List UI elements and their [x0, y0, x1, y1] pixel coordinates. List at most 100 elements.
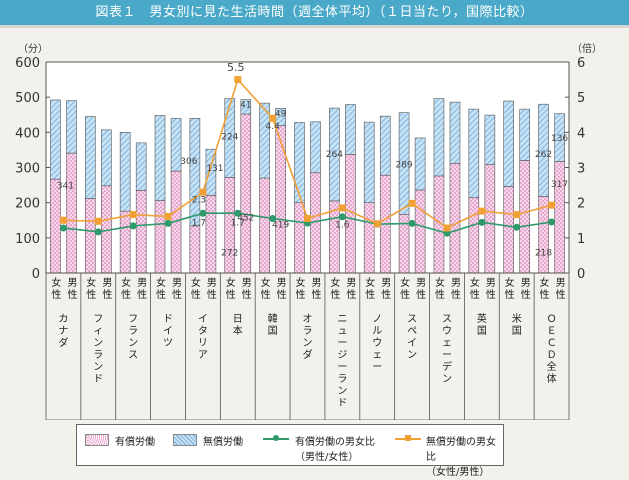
right-tick-label: 4 [577, 126, 585, 141]
category-label: ン [337, 386, 347, 397]
category-label: 国 [268, 325, 278, 337]
legend-sublabel-unpaid-ratio: （女性/男性） [426, 467, 490, 478]
legend: 有償労働 無償労働 有償労働の男女比 （男性/女性） 無償労働の男女比 （女性/… [76, 424, 504, 478]
sex-label-male: 男 [172, 277, 182, 289]
category-label: ィ [93, 326, 103, 337]
bar-unpaid-female [154, 115, 166, 201]
sex-label-female: 女 [435, 276, 445, 289]
sex-label-male: 性 [207, 288, 217, 301]
paid-ratio-point [548, 218, 556, 226]
left-tick-label: 0 [32, 267, 40, 282]
sex-label-male: 性 [486, 288, 496, 301]
sex-label-male: 性 [102, 288, 112, 301]
category-label: ド [93, 374, 103, 385]
unpaid-ratio-point [338, 204, 346, 212]
bar-unpaid-female [503, 100, 514, 187]
sex-label-female: 女 [261, 276, 271, 289]
sex-label-female: 性 [330, 288, 340, 301]
data-label: 264 [326, 150, 343, 160]
unpaid-ratio-point [408, 199, 416, 207]
bar-paid-female [503, 186, 514, 274]
bar-unpaid-male [135, 142, 147, 191]
bar-unpaid-male [66, 100, 77, 154]
left-tick-label: 100 [15, 232, 40, 247]
sex-label-female: 女 [470, 276, 480, 289]
category-label: フ [128, 314, 138, 325]
right-axis-unit: （倍） [572, 42, 602, 55]
paid-ratio-point [269, 214, 277, 222]
category-label: ュ [337, 326, 347, 337]
data-label: 2.3 [192, 196, 206, 206]
green-line-marker-icon [263, 433, 289, 443]
category-label: タ [198, 325, 208, 337]
bar-paid-female [154, 200, 166, 274]
data-label: 131 [206, 164, 223, 174]
sex-label-male: 男 [486, 277, 496, 289]
sex-label-male: 男 [102, 277, 112, 289]
sex-label-female: 女 [365, 276, 375, 289]
sex-label-female: 性 [470, 288, 480, 301]
left-tick-label: 500 [15, 91, 40, 106]
sex-label-female: 女 [226, 276, 236, 289]
sex-label-male: 性 [381, 288, 391, 301]
legend-label-unpaid-ratio: 無償労働の男女比 [426, 437, 497, 463]
bar-unpaid-female [294, 122, 305, 203]
category-label: オ [303, 313, 313, 325]
data-label: 49 [275, 110, 287, 120]
category-label: ラ [337, 373, 347, 385]
bar-unpaid-male [170, 117, 182, 172]
bar-paid-female [363, 202, 375, 274]
unpaid-ratio-point [234, 76, 242, 84]
category-label: ス [128, 350, 138, 361]
category-label: ダ [303, 348, 313, 361]
orange-line-marker-icon [395, 433, 421, 443]
data-label: 224 [221, 132, 238, 142]
paid-swatch [85, 434, 109, 446]
category-label: 国 [477, 325, 487, 337]
category-label: ス [442, 314, 452, 325]
bar-unpaid-female [363, 121, 375, 203]
bar-unpaid-female [50, 99, 61, 180]
unpaid-ratio-point [513, 211, 521, 219]
data-label: 136 [551, 134, 568, 144]
plot-background [46, 62, 569, 273]
bar-paid-male [240, 113, 252, 274]
sex-label-female: 性 [435, 288, 445, 301]
sex-label-female: 女 [51, 276, 61, 289]
sex-label-male: 男 [242, 277, 252, 289]
bar-unpaid-male [101, 129, 112, 187]
sex-label-female: 女 [121, 276, 131, 289]
category-label: ー [372, 362, 382, 373]
legend-item-unpaid-ratio: 無償労働の男女比 （女性/男性） [395, 433, 503, 478]
sex-label-female: 性 [505, 288, 515, 301]
category-label: イ [163, 326, 173, 337]
category-label: ン [303, 338, 313, 349]
legend-label-unpaid: 無償労働 [203, 437, 243, 448]
data-label: 306 [180, 157, 197, 167]
sex-label-female: 性 [295, 288, 305, 301]
unpaid-ratio-point [164, 212, 172, 220]
right-tick-label: 2 [577, 197, 585, 212]
paid-ratio-point [59, 224, 67, 232]
unpaid-swatch [173, 434, 197, 446]
unpaid-ratio-point [129, 211, 137, 219]
sex-label-male: 男 [451, 277, 461, 289]
category-label: ラ [303, 325, 313, 337]
bar-unpaid-male [554, 113, 565, 162]
category-label: Ｏ [547, 314, 557, 325]
bar-unpaid-female [398, 112, 410, 215]
sex-label-male: 男 [416, 277, 426, 289]
sex-label-female: 性 [261, 288, 271, 301]
sex-label-female: 性 [226, 288, 236, 301]
bar-unpaid-male [345, 104, 356, 155]
paid-ratio-point [513, 223, 521, 231]
bar-paid-male [275, 125, 286, 274]
sex-label-male: 男 [137, 277, 147, 289]
bar-unpaid-male [240, 99, 252, 115]
sex-label-female: 女 [295, 276, 305, 289]
bar-unpaid-female [329, 107, 340, 202]
bar-unpaid-male [484, 114, 496, 165]
sex-label-male: 性 [137, 288, 147, 301]
category-label: ナ [58, 325, 68, 337]
sex-label-female: 性 [86, 288, 96, 301]
